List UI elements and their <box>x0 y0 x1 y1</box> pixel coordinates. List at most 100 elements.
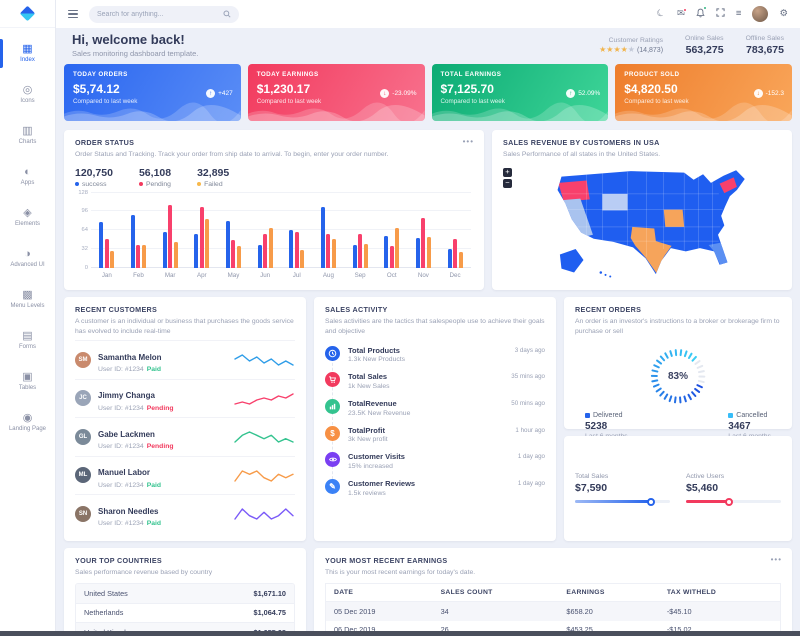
customer-sparkline <box>234 431 294 443</box>
card-description: Sales performance revenue based by count… <box>75 568 213 576</box>
customer-ratings: Customer Ratings ★★★★★ (14,873) <box>599 36 664 54</box>
usa-map[interactable] <box>515 164 781 282</box>
customer-status: Paid <box>146 481 162 489</box>
top-countries-card: YOUR TOP COUNTRIES Sales performance rev… <box>64 547 306 636</box>
stat-title: PRODUCT SOLD <box>624 71 680 78</box>
activity-title: Customer Reviews <box>348 479 416 489</box>
bar-failed <box>173 241 178 268</box>
bar-pending <box>136 245 141 268</box>
more-menu-icon[interactable]: ••• <box>770 554 782 564</box>
fullscreen-icon[interactable] <box>716 8 725 20</box>
bar-failed <box>236 245 241 268</box>
sidebar-item-index[interactable]: ▦ Index <box>0 33 55 74</box>
sidebar-item-menu-levels[interactable]: ▩ Menu Levels <box>0 279 55 320</box>
customer-avatar: ML <box>75 467 91 484</box>
card-title: YOUR MOST RECENT EARNINGS <box>325 555 448 565</box>
bar-group-jan <box>99 193 115 268</box>
sidebar-item-forms[interactable]: ▤ Forms <box>0 320 55 361</box>
slider-track[interactable] <box>575 497 670 506</box>
customer-row[interactable]: GL Gabe Lackmen User ID: #1234 Pending <box>75 417 295 456</box>
dark-mode-moon-icon[interactable]: ☾ <box>655 6 668 21</box>
bar-group-apr <box>194 193 210 268</box>
sidebar-item-advanced-ui[interactable]: ◑ Advanced UI <box>0 238 55 279</box>
order-stat-pending: 56,108 Pending <box>138 166 172 188</box>
stat-compare: Compared to last week <box>624 98 689 105</box>
star-rating-icon: ★★★★★ (14,873) <box>599 44 664 54</box>
state-wyoming <box>602 193 628 210</box>
state-missouri <box>663 209 685 227</box>
apps-menu-icon[interactable]: ≡ <box>735 8 742 20</box>
customer-row[interactable]: SN Sharon Needles User ID: #1234 Paid <box>75 494 295 533</box>
slider-handle[interactable] <box>724 497 733 506</box>
bar-success <box>289 230 294 268</box>
bar-pending <box>294 232 299 268</box>
tables-icon: ▣ <box>22 371 33 383</box>
stat-title: TODAY ORDERS <box>73 71 128 78</box>
more-menu-icon[interactable]: ••• <box>462 137 474 146</box>
card-description: An order is an investor's instructions t… <box>575 318 780 335</box>
customer-name: Gabe Lackmen <box>98 429 155 439</box>
topbar-icons: ☾ ✉ ≡ ⚙ <box>646 6 788 22</box>
bar-group-dec <box>447 193 463 268</box>
stat-value: $1,230.17 <box>256 82 311 96</box>
card-description: Sales Performance of all states in the U… <box>503 151 661 158</box>
customer-avatar: SN <box>75 505 91 522</box>
map-zoom-in-button[interactable]: + <box>503 167 512 177</box>
app-logo[interactable] <box>0 0 55 28</box>
notifications-bell-icon[interactable] <box>696 6 707 21</box>
stat-title: TOTAL EARNINGS <box>440 71 502 78</box>
mail-icon[interactable]: ✉ <box>676 7 687 20</box>
customer-row[interactable]: JC Jimmy Changa User ID: #1234 Pending <box>75 378 295 418</box>
bar-pending <box>453 239 458 268</box>
activity-title: TotalProfit <box>348 425 385 435</box>
sidebar-item-icons[interactable]: ◎ Icons <box>0 74 55 115</box>
sidebar-item-elements[interactable]: ◈ Elements <box>0 197 55 238</box>
activity-time: 1 day ago <box>517 453 545 461</box>
sidebar-item-label: Index <box>20 57 35 63</box>
search-bar[interactable] <box>89 5 239 23</box>
dollar-icon: $ <box>325 425 340 441</box>
bar-success <box>99 221 104 268</box>
activity-row[interactable]: Total Products 1.3k New Products 3 days … <box>325 341 545 368</box>
bar-failed <box>331 239 336 268</box>
stat-card-today-orders: TODAY ORDERS $5,74.12 Compared to last w… <box>64 64 241 121</box>
sidebar-item-landing-page[interactable]: ◉ Landing Page <box>0 402 55 443</box>
sales-users-card: Total Sales $7,590 Active Users $5,460 <box>564 436 792 541</box>
user-avatar[interactable] <box>752 6 769 22</box>
x-axis-label: Jul <box>292 271 301 279</box>
slider-handle[interactable] <box>647 497 655 506</box>
hamburger-menu-icon[interactable] <box>68 9 78 19</box>
sidebar-item-apps[interactable]: ◐ Apps <box>0 156 55 197</box>
search-input[interactable] <box>97 10 217 18</box>
activity-row[interactable]: Total Sales 1k New Sales 35 mins ago <box>325 368 545 395</box>
earnings-table: DATE SALES COUNT EARNINGS TAX WITHELD 05 De… <box>325 583 781 636</box>
customer-sparkline <box>234 393 294 405</box>
customer-row[interactable]: ML Manuel Labor User ID: #1234 Paid <box>75 455 295 495</box>
activity-row[interactable]: Customer Visits 15% increased 1 day ago <box>325 448 545 475</box>
map-zoom-out-button[interactable]: − <box>503 178 512 188</box>
customer-row[interactable]: SM Samantha Melon User ID: #1234 Paid <box>75 340 295 379</box>
order-status-card: ORDER STATUS ••• Order Status and Tracki… <box>64 130 484 290</box>
x-axis-label: Feb <box>133 271 144 279</box>
cart-icon <box>325 372 340 388</box>
activity-time: 1 day ago <box>517 480 545 488</box>
stat-compare: Compared to last week <box>440 98 505 105</box>
sidebar-item-label: Forms <box>19 344 36 350</box>
activity-row[interactable]: ✎ Customer Reviews 1.5k reviews 1 day ag… <box>325 474 545 501</box>
customer-avatar: SM <box>75 351 91 368</box>
customer-status: Pending <box>146 404 174 412</box>
sidebar-item-charts[interactable]: ▥ Charts <box>0 115 55 156</box>
customer-sparkline <box>234 354 294 366</box>
settings-gear-icon[interactable]: ⚙ <box>779 8 788 20</box>
apps-icon: ◐ <box>24 166 31 178</box>
bar-failed <box>110 250 115 268</box>
x-axis-label: Dec <box>449 271 461 279</box>
earnings-column-header: EARNINGS <box>558 583 659 603</box>
activity-row[interactable]: TotalRevenue 23.5K New Revenue 50 mins a… <box>325 394 545 421</box>
slider-track[interactable] <box>686 497 781 506</box>
bar-pending <box>104 239 109 268</box>
activity-title: Total Sales <box>348 372 388 382</box>
country-row: United States $1,671.10 <box>76 584 294 603</box>
activity-row[interactable]: $ TotalProfit 3k New profit 1 hour ago <box>325 421 545 448</box>
sidebar-item-tables[interactable]: ▣ Tables <box>0 361 55 402</box>
